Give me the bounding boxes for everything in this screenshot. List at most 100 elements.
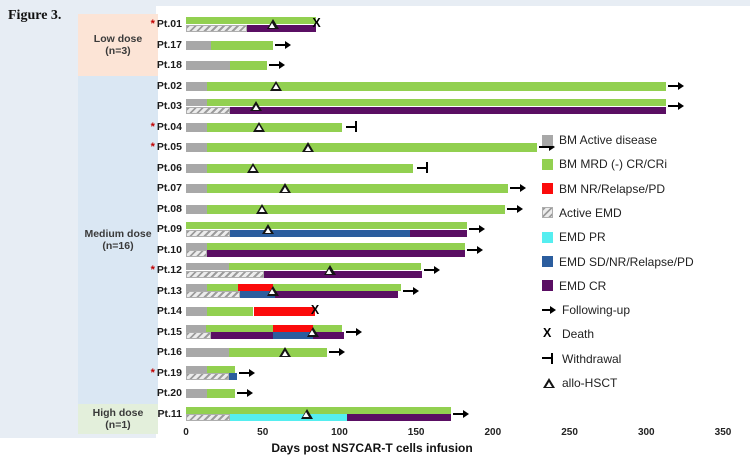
allo-hsct-marker xyxy=(323,265,336,276)
axis-background xyxy=(0,438,750,465)
bar-segment-purple xyxy=(210,332,274,339)
followup-arrow xyxy=(275,40,292,49)
patient-label: Pt.02 xyxy=(122,80,182,92)
bar-segment-green xyxy=(207,307,254,316)
legend-label: Active EMD xyxy=(559,205,622,220)
allo-hsct-marker xyxy=(253,121,266,132)
x-tick: 200 xyxy=(484,427,502,438)
followup-arrow xyxy=(237,389,254,398)
patient-label: Pt.17 xyxy=(122,39,182,51)
bar-segment-purple xyxy=(347,414,452,421)
allo-hsct-marker xyxy=(266,285,279,296)
legend-item-death: X Death xyxy=(542,326,594,342)
x-tick: 100 xyxy=(331,427,348,438)
bar-segment-green xyxy=(210,40,274,50)
allo-hsct-marker xyxy=(262,224,275,235)
x-tick: 350 xyxy=(714,427,732,438)
bar-segment-purple xyxy=(313,332,345,339)
bar-segment-gray xyxy=(186,81,208,91)
followup-arrow xyxy=(468,225,485,234)
followup-arrow xyxy=(510,184,527,193)
legend-item-red: BM NR/Relapse/PD xyxy=(542,182,665,196)
bar-segment-hatch xyxy=(186,106,231,114)
legend-label: EMD PR xyxy=(559,230,606,245)
bar-segment-gray xyxy=(186,163,208,173)
bar-segment-blue xyxy=(228,373,237,380)
bar-segment-green xyxy=(207,389,236,398)
bar-segment-purple xyxy=(274,291,398,298)
bar-segment-green xyxy=(230,61,268,70)
death-icon: X xyxy=(543,326,552,341)
dose-group-box: High dose (n=1) xyxy=(78,403,158,434)
x-tick: 250 xyxy=(561,427,578,438)
legend-label: BM NR/Relapse/PD xyxy=(559,181,666,196)
bar-segment-red xyxy=(253,307,315,316)
x-axis-title: Days post NS7CAR-T cells infusion xyxy=(271,441,473,455)
withdrawal-icon xyxy=(542,352,558,365)
bar-segment-green xyxy=(207,365,236,373)
patient-label: Pt.16 xyxy=(122,346,182,358)
withdrawal-marker xyxy=(416,162,428,174)
legend-item-cyan: EMD PR xyxy=(542,230,606,244)
bar-segment-green xyxy=(186,406,452,414)
followup-arrow xyxy=(668,81,685,90)
triangle-icon xyxy=(542,377,558,389)
patient-id: Pt.01 xyxy=(156,18,182,30)
patient-label: Pt.11 xyxy=(122,408,182,420)
patient-label: Pt.15 xyxy=(122,326,182,338)
bar-segment-gray xyxy=(186,365,208,373)
x-tick: 300 xyxy=(637,427,655,438)
allo-hsct-marker xyxy=(302,142,315,153)
bar-segment-gray xyxy=(186,99,208,106)
patient-id: Pt.10 xyxy=(156,243,182,256)
patient-id: Pt.19 xyxy=(156,366,182,379)
bar-segment-gray xyxy=(186,184,208,193)
bar-segment-hatch xyxy=(186,24,248,32)
patient-label: * Pt.12 xyxy=(122,264,182,276)
death-marker: X xyxy=(310,303,320,318)
bar-segment-gray xyxy=(186,263,229,270)
bar-segment-blue xyxy=(239,291,275,298)
followup-arrow xyxy=(269,61,286,70)
allo-hsct-marker xyxy=(300,408,313,419)
patient-label: Pt.09 xyxy=(122,223,182,235)
followup-arrow xyxy=(539,143,556,152)
bar-segment-gray xyxy=(186,143,208,152)
patient-label: Pt.07 xyxy=(122,182,182,194)
bar-segment-green xyxy=(207,242,466,250)
patient-label: Pt.14 xyxy=(122,305,182,317)
followup-arrow-icon xyxy=(542,306,556,315)
bar-segment-green xyxy=(207,184,509,193)
allo-hsct-marker xyxy=(256,203,269,214)
patient-id: Pt.16 xyxy=(156,346,182,358)
patient-label: * Pt.19 xyxy=(122,367,182,379)
dose-group-box: Medium dose (n=16) xyxy=(78,75,158,404)
legend-item-purple: EMD CR xyxy=(542,279,606,293)
death-icon: X xyxy=(542,326,558,341)
bar-segment-purple xyxy=(207,250,466,257)
followup-arrow xyxy=(467,245,484,254)
purple-swatch xyxy=(542,280,553,292)
patient-label: Pt.18 xyxy=(122,59,182,71)
dose-group-label: High dose xyxy=(92,406,144,419)
asterisk-marker: * xyxy=(150,366,155,379)
bar-segment-green xyxy=(207,122,343,132)
asterisk-marker: * xyxy=(150,264,155,276)
patient-label: * Pt.05 xyxy=(122,141,182,153)
patient-id: Pt.20 xyxy=(156,387,182,399)
legend-item-triangle: allo-HSCT xyxy=(542,376,617,390)
bar-segment-gray xyxy=(186,61,231,70)
bar-segment-purple xyxy=(410,229,467,237)
bar-segment-green xyxy=(186,222,467,229)
bar-segment-red xyxy=(273,324,314,332)
withdrawal-marker xyxy=(346,121,358,133)
bar-segment-gray xyxy=(186,283,208,291)
patient-label: Pt.06 xyxy=(122,162,182,174)
bar-segment-blue xyxy=(230,229,410,237)
legend-item-gray: BM Active disease xyxy=(542,133,657,147)
legend-label: BM Active disease xyxy=(559,133,658,147)
bar-segment-green xyxy=(207,163,414,173)
patient-id: Pt.04 xyxy=(156,120,182,133)
patient-id: Pt.14 xyxy=(156,305,182,317)
